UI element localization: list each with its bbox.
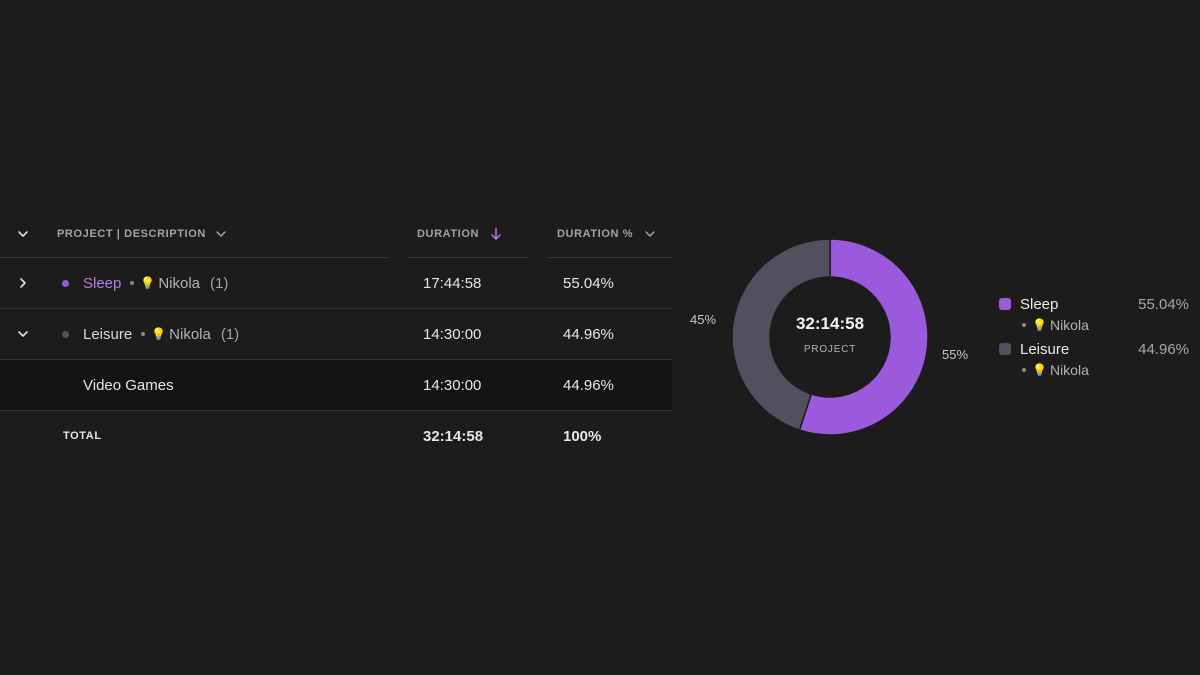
project-name[interactable]: Sleep [83,274,122,292]
column-header-project[interactable]: PROJECT | DESCRIPTION [57,224,228,244]
client-name: Nikola [158,274,201,292]
duration-pct-cell: 55.04% [563,274,614,292]
column-header-duration[interactable]: DURATION [417,224,503,244]
project-color-dot [62,330,69,338]
column-header-duration-pct-label: DURATION % [557,228,634,240]
header-divider [548,257,672,258]
legend-client-name: Nikola [1049,362,1089,378]
chevron-down-icon [16,227,30,241]
duration-pct-cell: 44.96% [563,376,614,394]
lightbulb-icon: 💡 [140,276,156,290]
entry-count: (1) [210,274,229,292]
collapse-all-toggle[interactable] [16,224,30,244]
column-header-duration-label: DURATION [417,228,480,240]
legend-name: Sleep [1020,296,1059,313]
expand-toggle[interactable] [16,258,32,308]
collapse-toggle[interactable] [16,309,32,359]
separator-dot [1022,368,1026,372]
donut-center-label: PROJECT [803,344,857,355]
description-cell: Video Games [83,376,174,394]
donut-center-value: 32:14:58 [795,314,865,333]
project-name[interactable]: Leisure [83,325,133,343]
project-cell: Leisure 💡 Nikola (1) [62,309,239,359]
summary-table: PROJECT | DESCRIPTION DURATION DURATION … [0,208,672,461]
lightbulb-icon: 💡 [1032,363,1047,377]
duration-cell: 14:30:00 [423,376,482,394]
donut-slice-leisure[interactable] [731,238,831,432]
total-label: TOTAL [63,430,102,442]
legend-item-leisure[interactable]: Leisure 44.96% 💡 Nikola [999,340,1194,385]
separator-dot [1022,323,1026,327]
legend-pct: 55.04% [1138,296,1189,313]
project-cell: Sleep 💡 Nikola (1) [62,258,228,308]
table-row-leisure[interactable]: Leisure 💡 Nikola (1) 14:30:00 44.96% [0,309,672,360]
legend-pct: 44.96% [1138,341,1189,358]
legend-swatch [999,343,1011,355]
client-name: Nikola [169,325,211,343]
lightbulb-icon: 💡 [1032,318,1047,332]
chevron-down-icon[interactable] [214,227,228,241]
lightbulb-icon: 💡 [151,327,167,341]
donut-slice-sleep[interactable] [798,238,929,436]
header-divider [0,257,388,258]
slice-label-sleep: 55% [942,347,969,362]
legend-swatch [999,298,1011,310]
column-header-project-label: PROJECT | DESCRIPTION [57,228,206,240]
chart-legend: Sleep 55.04% 💡 Nikola Leisure 44.96% 💡 N… [999,295,1194,385]
table-header: PROJECT | DESCRIPTION DURATION DURATION … [0,208,672,258]
total-pct: 100% [563,427,602,445]
duration-cell: 17:44:58 [423,274,482,292]
header-divider [408,257,528,258]
table-subrow-video-games[interactable]: Video Games 14:30:00 44.96% [0,360,672,411]
legend-item-sleep[interactable]: Sleep 55.04% 💡 Nikola [999,295,1194,340]
entry-count: (1) [220,325,240,343]
separator-dot [130,281,135,285]
separator-dot [141,332,146,336]
donut-chart [731,238,929,436]
legend-client: 💡 Nikola [1020,362,1089,378]
legend-name: Leisure [1020,341,1070,358]
legend-client: 💡 Nikola [1020,317,1089,333]
chevron-right-icon [20,278,26,288]
column-header-duration-pct[interactable]: DURATION % [557,224,657,244]
table-row-total: TOTAL 32:14:58 100% [0,411,672,461]
chevron-down-icon[interactable] [643,227,657,241]
duration-cell: 14:30:00 [423,325,482,343]
slice-label-leisure: 45% [690,312,717,327]
duration-pct-cell: 44.96% [563,325,614,343]
sort-arrow-down-icon[interactable] [489,227,503,241]
project-color-dot [62,279,69,287]
total-duration: 32:14:58 [423,427,484,445]
chevron-down-icon [18,331,28,337]
table-row-sleep[interactable]: Sleep 💡 Nikola (1) 17:44:58 55.04% [0,258,672,309]
legend-client-name: Nikola [1049,317,1089,333]
